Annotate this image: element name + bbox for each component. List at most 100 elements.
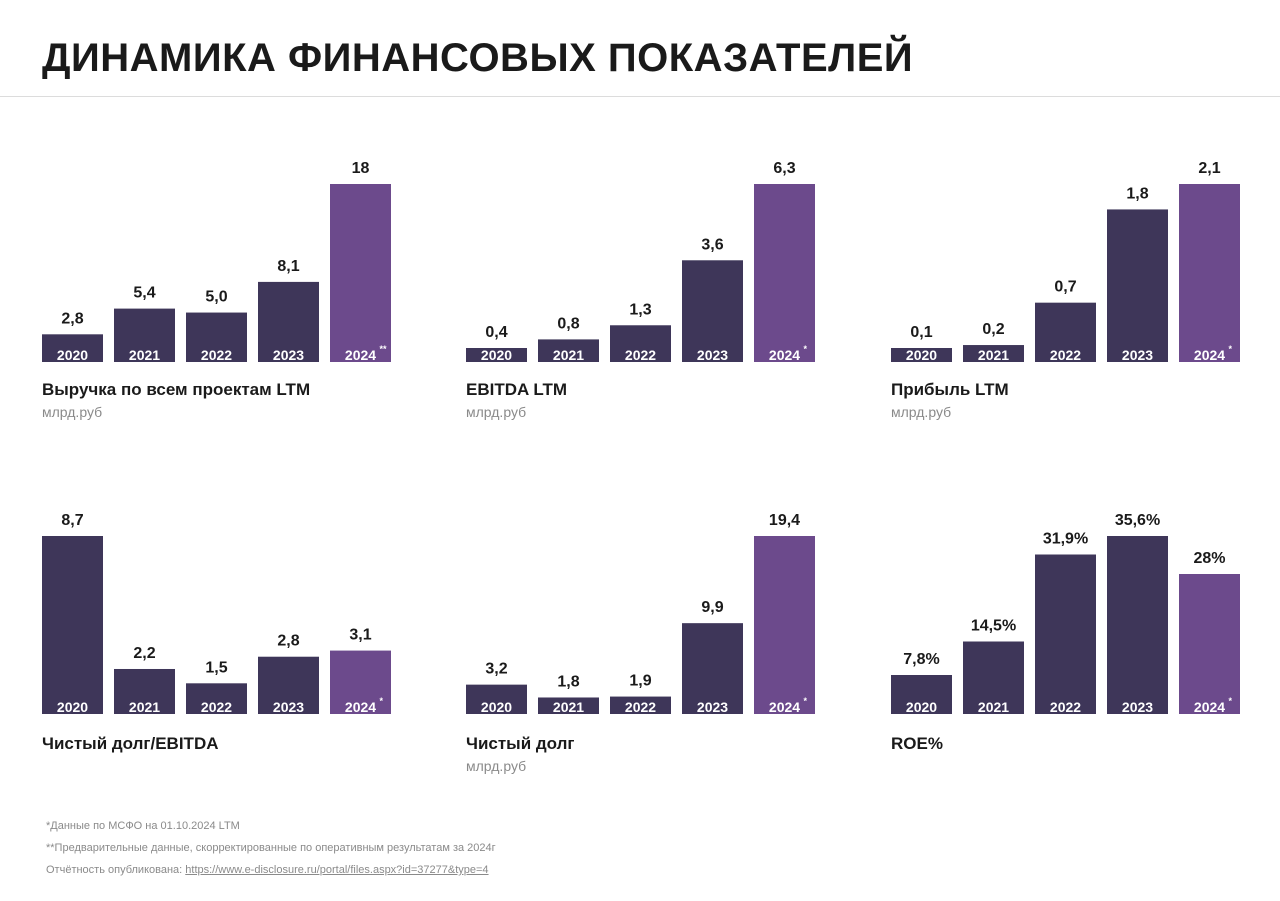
chart-title: Чистый долг/EBITDA (42, 734, 219, 753)
bar-year-footnote-mark: * (380, 696, 384, 706)
bar-value-label: 2,8 (277, 633, 299, 650)
chart-revenue: 2,8 2020 5,4 2021 5,0 2022 8,1 2023 18 2024 ** (42, 160, 391, 363)
bar-year-label: 2022 (1050, 347, 1081, 363)
bar-year-label: 2023 (273, 699, 304, 715)
bar-year-label: 2023 (1122, 699, 1153, 715)
bar (1179, 184, 1240, 362)
bar-year-label: 2020 (906, 699, 937, 715)
chart-title: EBITDA LTM (466, 380, 568, 399)
bar-value-label: 7,8% (903, 651, 939, 668)
bar (538, 697, 599, 714)
bar-value-label: 1,8 (1126, 185, 1148, 202)
bar (114, 308, 175, 362)
chart-unit: млрд.руб (42, 404, 103, 420)
bar-year-label: 2024 (1194, 347, 1225, 363)
footnote-published: Отчётность опубликована: https://www.e-d… (46, 859, 496, 881)
bar-year-label: 2022 (625, 699, 656, 715)
bar (330, 650, 391, 714)
bar-year-label: 2021 (129, 699, 160, 715)
bar-value-label: 19,4 (769, 512, 800, 529)
bar-year-footnote-mark: * (1229, 344, 1233, 354)
bar (42, 334, 103, 362)
chart-unit: млрд.руб (466, 404, 527, 420)
bar-value-label: 2,1 (1198, 160, 1220, 177)
bar-year-label: 2021 (553, 347, 584, 363)
bar-value-label: 1,3 (629, 301, 651, 318)
bar-year-label: 2020 (481, 699, 512, 715)
bar (466, 684, 527, 714)
bar-value-label: 5,4 (133, 285, 155, 302)
chart-title: Прибыль LTM (891, 380, 1009, 399)
bar-year-label: 2024 (345, 347, 376, 363)
bar-value-label: 5,0 (205, 289, 227, 306)
footnotes: *Данные по МСФО на 01.10.2024 LTM **Пред… (46, 815, 496, 881)
bar-year-label: 2023 (697, 699, 728, 715)
bar (682, 623, 743, 714)
bar-year-footnote-mark: * (804, 696, 808, 706)
bar-value-label: 8,1 (277, 258, 299, 275)
bar (1035, 554, 1096, 714)
bar-year-label: 2021 (129, 347, 160, 363)
bar-year-label: 2024 (769, 699, 800, 715)
bar-value-label: 0,1 (910, 324, 932, 341)
page-title: ДИНАМИКА ФИНАНСОВЫХ ПОКАЗАТЕЛЕЙ (42, 36, 914, 80)
bar-value-label: 1,5 (205, 659, 227, 676)
bar-year-label: 2024 (769, 347, 800, 363)
bar-year-label: 2020 (906, 347, 937, 363)
chart-net-debt-ebitda: 8,7 2020 2,2 2021 1,5 2022 2,8 2023 3,1 2024 * (42, 512, 391, 715)
bar-year-label: 2022 (201, 699, 232, 715)
bar-value-label: 0,7 (1054, 279, 1076, 296)
bar-year-label: 2020 (57, 699, 88, 715)
bar (258, 281, 319, 362)
bar-year-label: 2021 (978, 347, 1009, 363)
bar-value-label: 0,4 (485, 324, 507, 341)
chart-unit: млрд.руб (891, 404, 952, 420)
bar-value-label: 1,9 (629, 673, 651, 690)
bar (963, 345, 1024, 362)
bar (42, 536, 103, 714)
disclosure-link[interactable]: https://www.e-disclosure.ru/portal/files… (185, 864, 489, 876)
bar-year-footnote-mark: * (804, 344, 808, 354)
bar-year-label: 2023 (273, 347, 304, 363)
bar-value-label: 9,9 (701, 599, 723, 616)
bar-year-label: 2023 (1122, 347, 1153, 363)
bar (891, 348, 952, 362)
chart-ebitda: 0,4 2020 0,8 2021 1,3 2022 3,6 2023 6,3 2024 * (466, 160, 815, 363)
bar-year-label: 2020 (481, 347, 512, 363)
chart-title: ROE% (891, 734, 943, 753)
bar (466, 348, 527, 362)
bar (186, 683, 247, 714)
bar-value-label: 3,2 (485, 661, 507, 678)
bar-year-footnote-mark: * (1229, 696, 1233, 706)
bar-year-footnote-mark: ** (380, 344, 388, 354)
bar-year-label: 2024 (345, 699, 376, 715)
bar (1107, 536, 1168, 714)
bar (754, 536, 815, 714)
bar-value-label: 31,9% (1043, 531, 1088, 548)
bar-year-label: 2021 (553, 699, 584, 715)
bar (258, 656, 319, 714)
bar (114, 668, 175, 714)
bar (330, 184, 391, 362)
bar (754, 184, 815, 362)
bar (1035, 302, 1096, 362)
bar-year-label: 2020 (57, 347, 88, 363)
bar (610, 696, 671, 714)
chart-unit: млрд.руб (466, 758, 527, 774)
chart-net-debt: 3,2 2020 1,8 2021 1,9 2022 9,9 2023 19,4 2024 * (466, 512, 815, 715)
bar-year-label: 2023 (697, 347, 728, 363)
bar-year-label: 2022 (625, 347, 656, 363)
bar-value-label: 28% (1193, 550, 1225, 567)
bar-year-label: 2022 (201, 347, 232, 363)
bar (891, 675, 952, 714)
footnote-ifrs: *Данные по МСФО на 01.10.2024 LTM (46, 820, 240, 832)
chart-profit: 0,1 2020 0,2 2021 0,7 2022 1,8 2023 2,1 2024 * (891, 160, 1240, 363)
chart-roe: 7,8% 2020 14,5% 2021 31,9% 2022 35,6% 2023 28% 20… (891, 512, 1240, 715)
bar-value-label: 2,8 (61, 310, 83, 327)
bar-value-label: 0,8 (557, 315, 579, 332)
bar-year-label: 2022 (1050, 699, 1081, 715)
header-divider (0, 96, 1280, 97)
bar-value-label: 1,8 (557, 673, 579, 690)
footnote-published-label: Отчётность опубликована: (46, 864, 186, 876)
bar (1179, 574, 1240, 714)
